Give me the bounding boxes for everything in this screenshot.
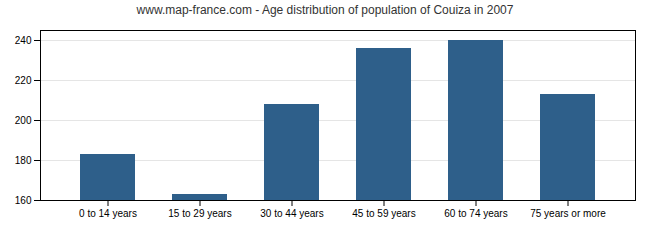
svg-text:0 to 14 years: 0 to 14 years [79,208,137,219]
svg-text:240: 240 [15,35,32,46]
svg-text:180: 180 [15,155,32,166]
svg-text:75 years or more: 75 years or more [530,208,606,219]
svg-text:60 to 74 years: 60 to 74 years [444,208,507,219]
svg-text:160: 160 [15,195,32,206]
html-text:www.map-france.com - Age distr: www.map-france.com - Age distribution of… [136,3,514,17]
svg-text:220: 220 [15,75,32,86]
svg-text:15 to 29 years: 15 to 29 years [168,208,231,219]
svg-text:200: 200 [15,115,32,126]
svg-text:30 to 44 years: 30 to 44 years [260,208,323,219]
svg-text:45 to 59 years: 45 to 59 years [352,208,415,219]
